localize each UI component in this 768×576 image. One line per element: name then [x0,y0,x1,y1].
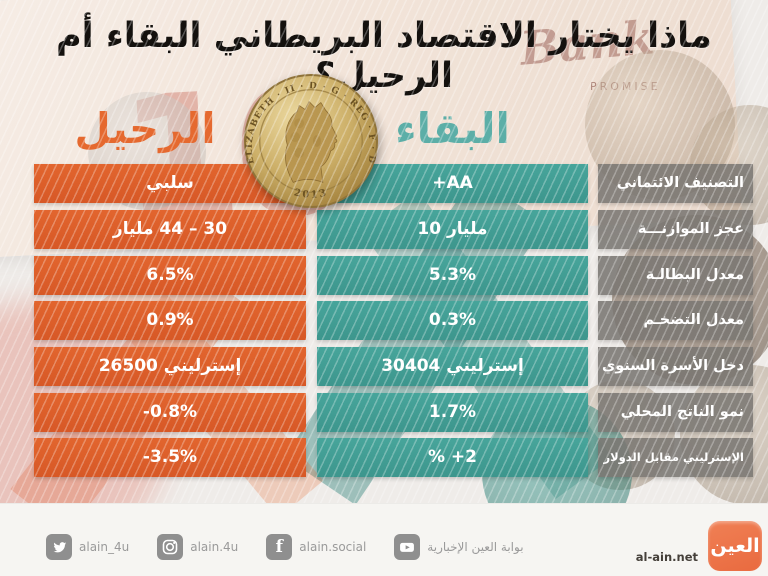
leave-value-sterling-vs-dollar: -3.5% [34,438,306,477]
leave-value-budget-deficit: 30 – 44 مليار [34,210,306,249]
social-item-facebook[interactable]: f alain.social [266,534,366,560]
stay-value-unemployment: 5.3% [317,256,588,295]
stay-value-inflation: 0.3% [317,301,588,340]
leave-value-unemployment: 6.5% [34,256,306,295]
leave-value-household-income: 26500 إسترليني [34,347,306,386]
facebook-handle[interactable]: alain.social [299,540,367,554]
social-item-youtube[interactable]: بوابة العين الإخبارية [394,534,524,560]
social-links: alain_4u alain.4u f alain.social بوابة ا… [46,534,524,560]
coin-year: 2013 [293,187,327,201]
social-item-twitter[interactable]: alain_4u [46,534,129,560]
twitter-handle[interactable]: alain_4u [79,540,130,554]
banknote-promise-text: PROMISE [590,80,661,93]
column-header-leave: الرحيل [74,104,216,153]
stay-value-household-income: 30404 إسترليني [317,347,588,386]
column-header-stay: البقاء [395,104,510,153]
row-label-household-income: دخل الأسرة السنوي [598,347,753,386]
instagram-handle[interactable]: alain.4u [190,540,239,554]
footer-bar: alain_4u alain.4u f alain.social بوابة ا… [0,503,768,576]
coin-photo [680,365,768,505]
page-title: ماذا يختار الاقتصاد البريطاني البقاء أم … [56,16,712,96]
instagram-icon[interactable] [157,534,184,560]
youtube-icon[interactable] [394,534,421,560]
stay-value-sterling-vs-dollar: % +2 [317,438,588,477]
row-label-gdp-growth: نمو الناتج المحلي [598,393,753,432]
pound-coin-image: ELIZABETH · II · D · G · REG · F · D 201… [243,73,379,209]
social-item-instagram[interactable]: alain.4u [157,534,238,560]
leave-value-gdp-growth: -0.8% [34,393,306,432]
svg-text:2013: 2013 [293,187,329,201]
youtube-handle[interactable]: بوابة العين الإخبارية [427,540,524,554]
row-label-sterling-vs-dollar: الإسترليني مقابل الدولار [598,438,753,477]
website-url[interactable]: al-ain.net [635,550,698,564]
twitter-icon[interactable] [46,534,72,560]
leave-value-inflation: 0.9% [34,301,306,340]
row-label-inflation: معدل التضخـم [598,301,753,340]
alain-logo[interactable]: العين [708,521,762,571]
row-label-unemployment: معدل البطالـة [598,256,753,295]
stay-value-gdp-growth: 1.7% [317,393,588,432]
stay-value-budget-deficit: 10 مليار [317,210,588,249]
facebook-icon[interactable]: f [266,534,293,560]
queen-profile [285,100,338,184]
row-label-credit-rating: التصنيف الائتماني [598,164,753,203]
row-label-budget-deficit: عجز الموازنـــة [598,210,753,249]
